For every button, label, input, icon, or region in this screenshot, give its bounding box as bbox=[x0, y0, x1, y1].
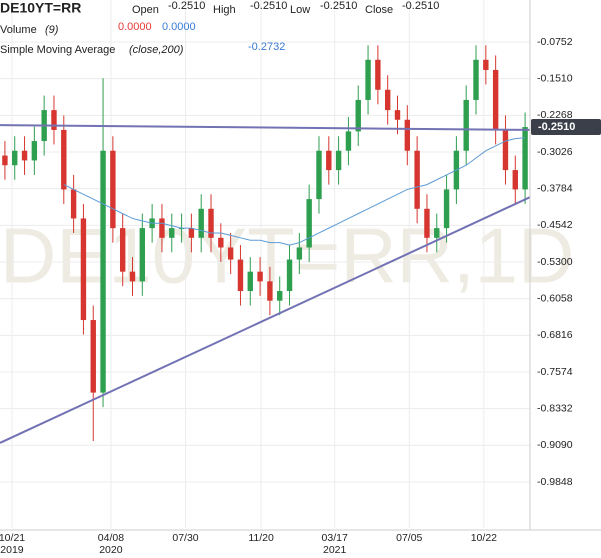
candle-body bbox=[51, 110, 57, 130]
sma-label: Simple Moving Average bbox=[0, 44, 115, 56]
candle-body bbox=[218, 237, 224, 248]
candle-body bbox=[296, 247, 303, 260]
candle-body bbox=[522, 127, 528, 190]
candle-body bbox=[80, 218, 87, 321]
y-tick-label: -0.6816 bbox=[537, 329, 573, 341]
open-value: -0.2510 bbox=[168, 0, 205, 12]
high-value: -0.2510 bbox=[250, 0, 287, 12]
y-tick-label: -0.5300 bbox=[537, 256, 573, 268]
candle-body bbox=[31, 141, 38, 161]
candle-body bbox=[12, 150, 18, 166]
candle-body bbox=[119, 228, 126, 272]
candle-body bbox=[2, 155, 8, 166]
candle-body bbox=[345, 131, 352, 151]
candle-body bbox=[463, 99, 469, 151]
candle-body bbox=[502, 129, 509, 171]
candle-body bbox=[169, 228, 175, 238]
candle-body bbox=[21, 150, 28, 161]
sma-line bbox=[63, 137, 526, 246]
candle-body bbox=[277, 291, 283, 301]
candle-body bbox=[159, 218, 165, 238]
low-value: -0.2510 bbox=[320, 0, 357, 12]
candle-body bbox=[473, 59, 479, 100]
candle-body bbox=[247, 271, 253, 292]
candle-body bbox=[375, 59, 381, 90]
candle-body bbox=[443, 189, 450, 229]
y-tick-label: -0.7574 bbox=[537, 366, 573, 378]
open-label: Open bbox=[132, 4, 159, 16]
y-tick-label: -0.3026 bbox=[537, 146, 573, 158]
y-tick-label: -0.3784 bbox=[537, 182, 573, 194]
candle-body bbox=[492, 69, 499, 130]
candle-body bbox=[198, 208, 204, 238]
x-year-label: 2019 bbox=[0, 544, 24, 556]
candle-body bbox=[208, 208, 214, 238]
candle-body bbox=[61, 129, 67, 190]
candle-body bbox=[326, 150, 332, 171]
sma-param: (close,200) bbox=[129, 44, 184, 56]
volume-param: (9) bbox=[45, 24, 59, 36]
candle-body bbox=[306, 199, 312, 248]
last-price-label: -0.2510 bbox=[538, 121, 575, 133]
last-price-tag bbox=[531, 119, 601, 136]
trend-line bbox=[0, 196, 531, 444]
y-tick-label: -0.9090 bbox=[537, 439, 573, 451]
y-tick-label: -0.0752 bbox=[537, 36, 573, 48]
y-tick-label: -0.8332 bbox=[537, 402, 573, 414]
candle-body bbox=[414, 150, 420, 209]
candle-body bbox=[394, 110, 401, 120]
sma-value: -0.2732 bbox=[248, 41, 285, 53]
candle-body bbox=[384, 89, 391, 111]
low-label: Low bbox=[290, 4, 310, 16]
candle-body bbox=[424, 208, 430, 238]
x-tick-label: 10/22 bbox=[471, 532, 497, 544]
volume-label: Volume bbox=[0, 24, 37, 36]
candle-body bbox=[70, 189, 77, 219]
x-year-label: 2021 bbox=[323, 544, 347, 556]
candle-body bbox=[483, 59, 489, 70]
trend-line bbox=[0, 124, 531, 131]
y-tick-label: -0.9848 bbox=[537, 476, 573, 488]
x-tick-label: 07/30 bbox=[172, 532, 198, 544]
candle-body bbox=[355, 99, 361, 132]
candle-body bbox=[188, 228, 195, 238]
candle-body bbox=[129, 271, 136, 282]
candle-body bbox=[139, 228, 146, 282]
candle-body bbox=[227, 247, 234, 260]
volume-value: 0.0000 bbox=[118, 21, 152, 33]
candle-body bbox=[316, 150, 322, 200]
y-tick-label: -0.1510 bbox=[537, 72, 573, 84]
high-label: High bbox=[213, 4, 236, 16]
candle-body bbox=[110, 150, 116, 229]
close-label: Close bbox=[365, 4, 393, 16]
candle-body bbox=[100, 150, 106, 393]
volume-value: 0.0000 bbox=[162, 21, 196, 33]
x-tick-label: 11/20 bbox=[248, 532, 274, 544]
candle-body bbox=[286, 259, 293, 292]
symbol: DE10YT=RR bbox=[0, 0, 81, 16]
y-tick-label: -0.6058 bbox=[537, 292, 573, 304]
candle-body bbox=[335, 150, 342, 171]
x-tick-label: 07/05 bbox=[396, 532, 422, 544]
x-tick-label: 03/17 bbox=[322, 532, 348, 544]
y-tick-label: -0.4542 bbox=[537, 219, 573, 231]
candle-body bbox=[90, 320, 96, 393]
y-tick-label: -0.2268 bbox=[537, 109, 573, 121]
candle-body bbox=[404, 119, 411, 151]
x-year-label: 2020 bbox=[99, 544, 123, 556]
candle-body bbox=[237, 259, 244, 292]
candle-body bbox=[267, 281, 273, 301]
x-tick-label: 10/21 bbox=[0, 532, 25, 544]
candle-body bbox=[512, 170, 518, 190]
candle-body bbox=[434, 228, 440, 238]
x-tick-label: 04/08 bbox=[98, 532, 124, 544]
close-value: -0.2510 bbox=[402, 0, 439, 12]
candle-body bbox=[257, 271, 263, 282]
candle-body bbox=[365, 59, 371, 100]
